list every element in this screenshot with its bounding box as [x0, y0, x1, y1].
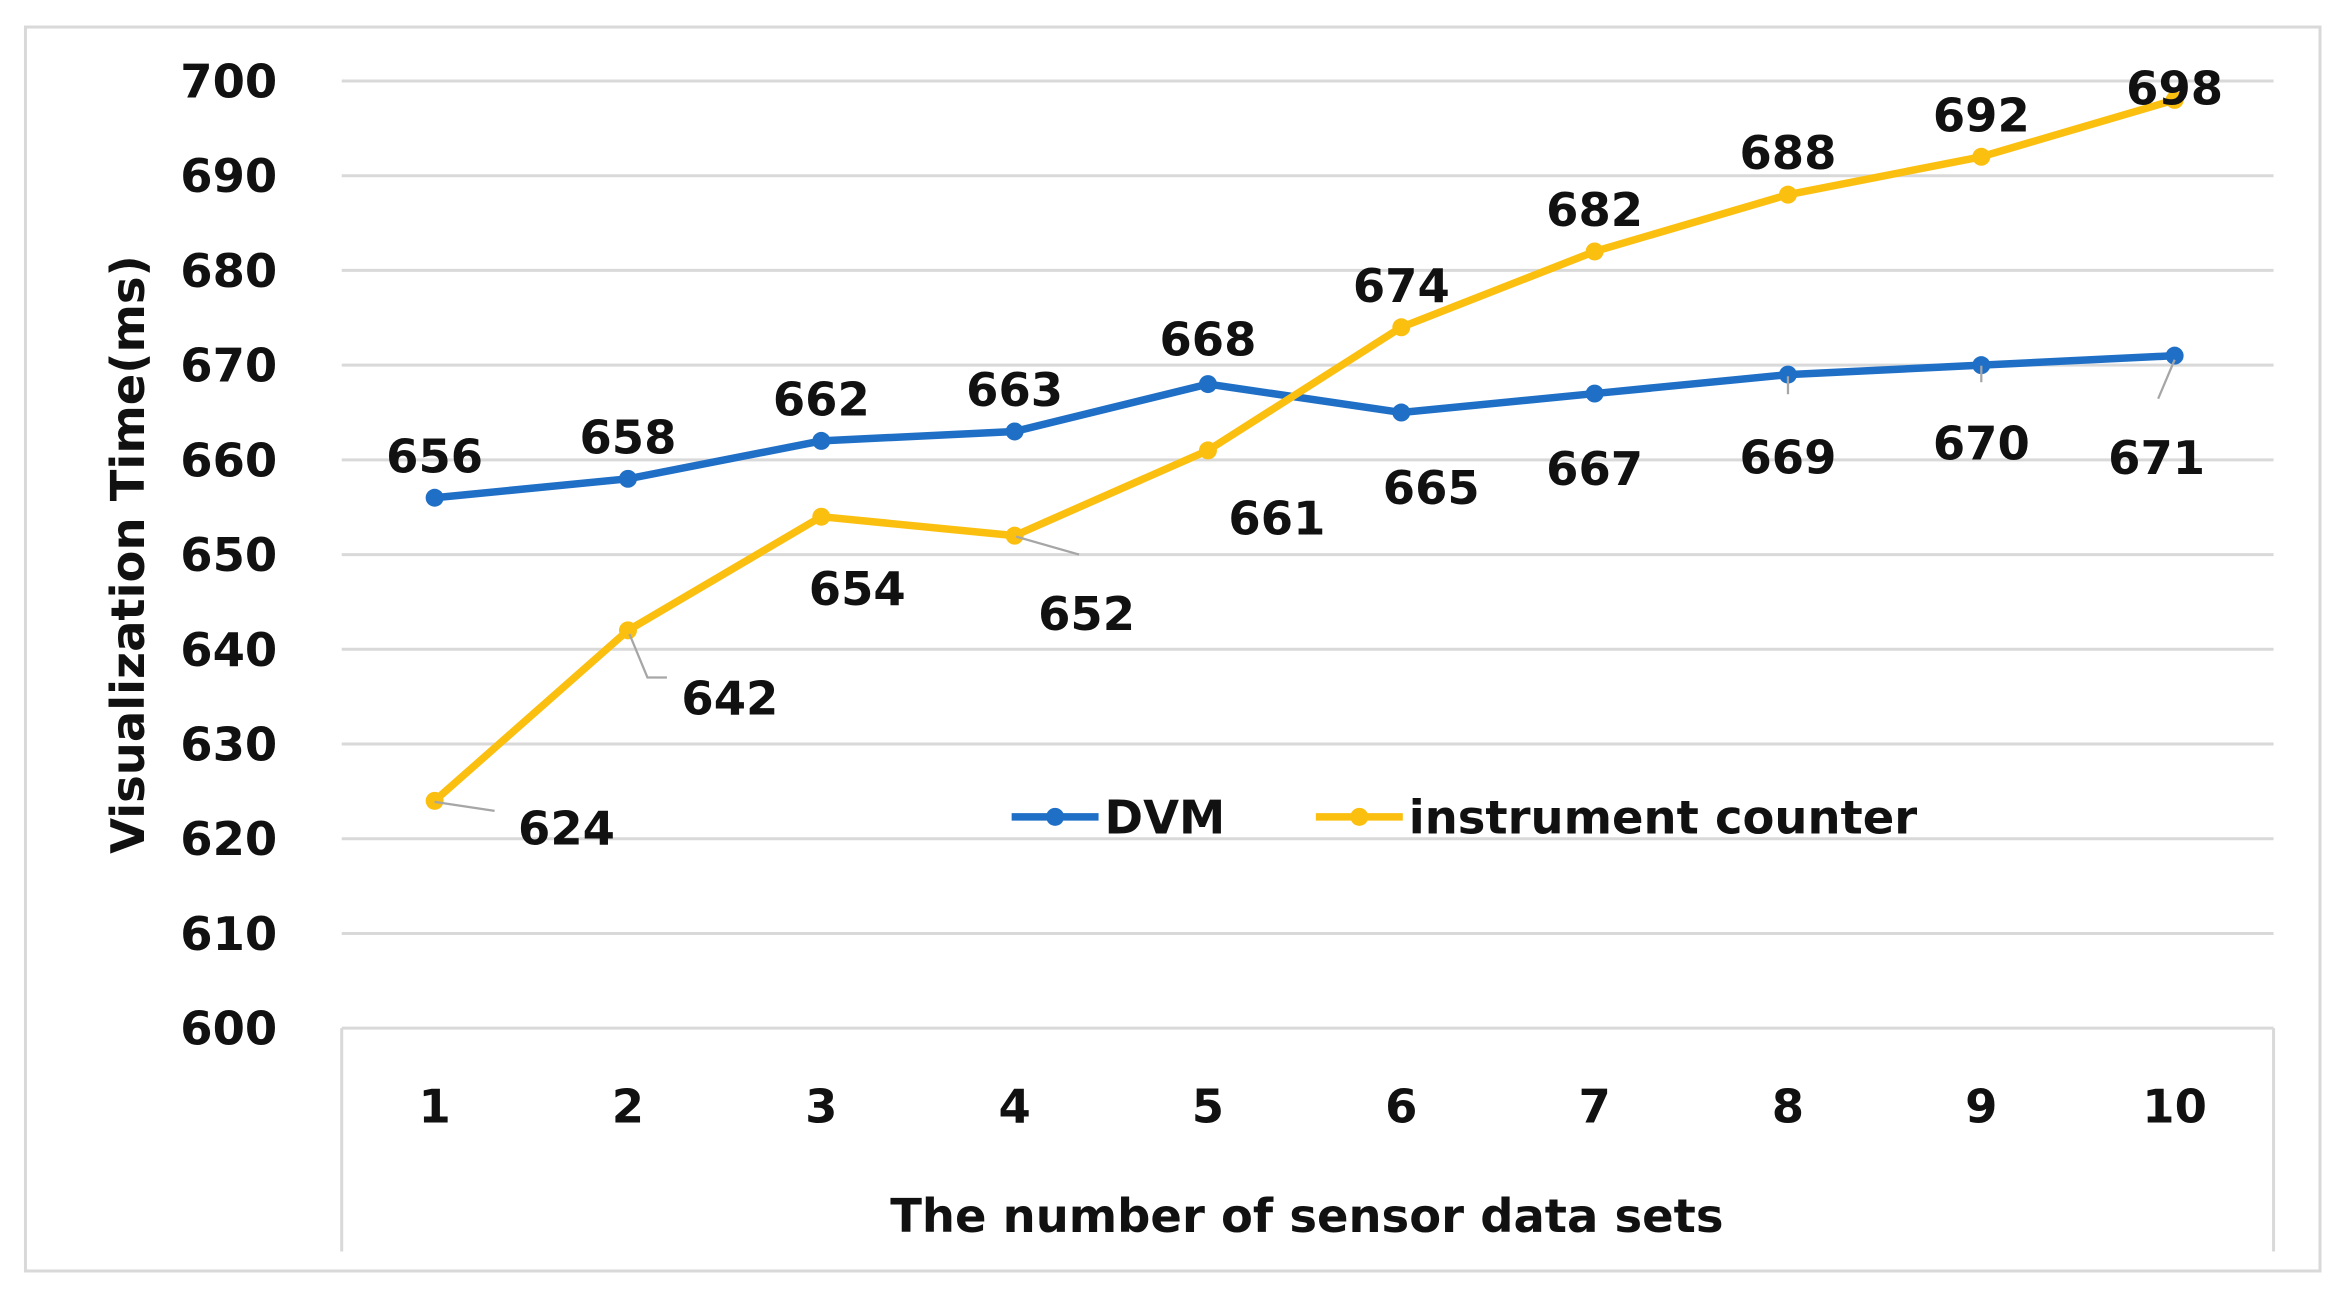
- y-tick-label: 680: [180, 244, 277, 298]
- data-label: 688: [1739, 126, 1836, 180]
- data-label: 624: [518, 801, 615, 855]
- data-point: [1778, 185, 1797, 204]
- data-label: 668: [1159, 313, 1256, 367]
- y-tick-label: 620: [180, 812, 277, 866]
- x-tick-label: 5: [1192, 1080, 1224, 1134]
- y-tick-label: 610: [180, 907, 277, 961]
- data-point: [425, 791, 444, 810]
- x-tick-label: 7: [1578, 1080, 1610, 1134]
- data-label: 663: [966, 363, 1063, 417]
- data-point: [1198, 375, 1217, 394]
- data-point: [812, 507, 831, 526]
- data-point: [618, 469, 637, 488]
- x-tick-label: 4: [998, 1080, 1030, 1134]
- data-label: 667: [1546, 442, 1643, 496]
- y-axis-title: Visualization Time(ms): [101, 255, 155, 854]
- series-line-0: [434, 351, 2175, 502]
- leader-line: [628, 633, 667, 679]
- y-tick-label: 660: [180, 433, 277, 487]
- y-tick-label: 690: [180, 149, 277, 203]
- y-tick-label: 640: [180, 623, 277, 677]
- data-point: [1585, 242, 1604, 261]
- data-label: 662: [773, 372, 870, 426]
- leader-line: [2157, 359, 2176, 400]
- y-tick-label: 650: [180, 528, 277, 582]
- data-point: [1972, 147, 1991, 166]
- x-tick-label: 6: [1385, 1080, 1417, 1134]
- data-label: 654: [809, 562, 906, 616]
- y-tick-label: 670: [180, 339, 277, 393]
- data-point: [1972, 356, 1991, 375]
- legend-label: instrument counter: [1409, 790, 1917, 844]
- data-point: [1778, 365, 1797, 384]
- legend-marker: [1350, 807, 1369, 826]
- data-label: 674: [1353, 259, 1450, 313]
- legend-marker: [1046, 807, 1065, 826]
- data-label: 661: [1228, 491, 1325, 545]
- data-label: 682: [1546, 183, 1643, 237]
- data-point: [1005, 526, 1024, 545]
- data-label: 671: [2108, 431, 2205, 485]
- data-label: 670: [1933, 417, 2030, 471]
- data-point: [1585, 384, 1604, 403]
- data-label: 652: [1038, 587, 1135, 641]
- data-point: [812, 431, 831, 450]
- y-tick-label: 600: [180, 1002, 277, 1056]
- data-point: [618, 621, 637, 640]
- data-label: 656: [386, 429, 483, 483]
- x-tick-label: 1: [418, 1080, 450, 1134]
- x-tick-label: 8: [1772, 1080, 1804, 1134]
- data-point: [1392, 318, 1411, 337]
- data-point: [1005, 422, 1024, 441]
- data-point: [1198, 441, 1217, 460]
- y-tick-label: 630: [180, 718, 277, 772]
- series-line-1: [432, 96, 2176, 804]
- data-label: 669: [1739, 431, 1836, 485]
- data-point: [2165, 346, 2184, 365]
- leader-line: [1015, 535, 1080, 556]
- y-tick-label: 700: [180, 54, 277, 108]
- x-tick-label: 10: [2142, 1080, 2207, 1134]
- x-tick-label: 2: [612, 1080, 644, 1134]
- data-label: 642: [681, 671, 778, 725]
- data-label: 665: [1383, 461, 1480, 515]
- legend-label: DVM: [1105, 790, 1226, 844]
- data-label: 692: [1933, 88, 2030, 142]
- data-point: [2165, 90, 2184, 109]
- data-point: [425, 488, 444, 507]
- x-tick-label: 9: [1965, 1080, 1997, 1134]
- data-point: [1392, 403, 1411, 422]
- x-axis-title: The number of sensor data sets: [890, 1189, 1723, 1243]
- leader-line: [434, 800, 495, 812]
- data-label: 698: [2126, 61, 2223, 115]
- x-tick-label: 3: [805, 1080, 837, 1134]
- data-label: 658: [579, 410, 676, 464]
